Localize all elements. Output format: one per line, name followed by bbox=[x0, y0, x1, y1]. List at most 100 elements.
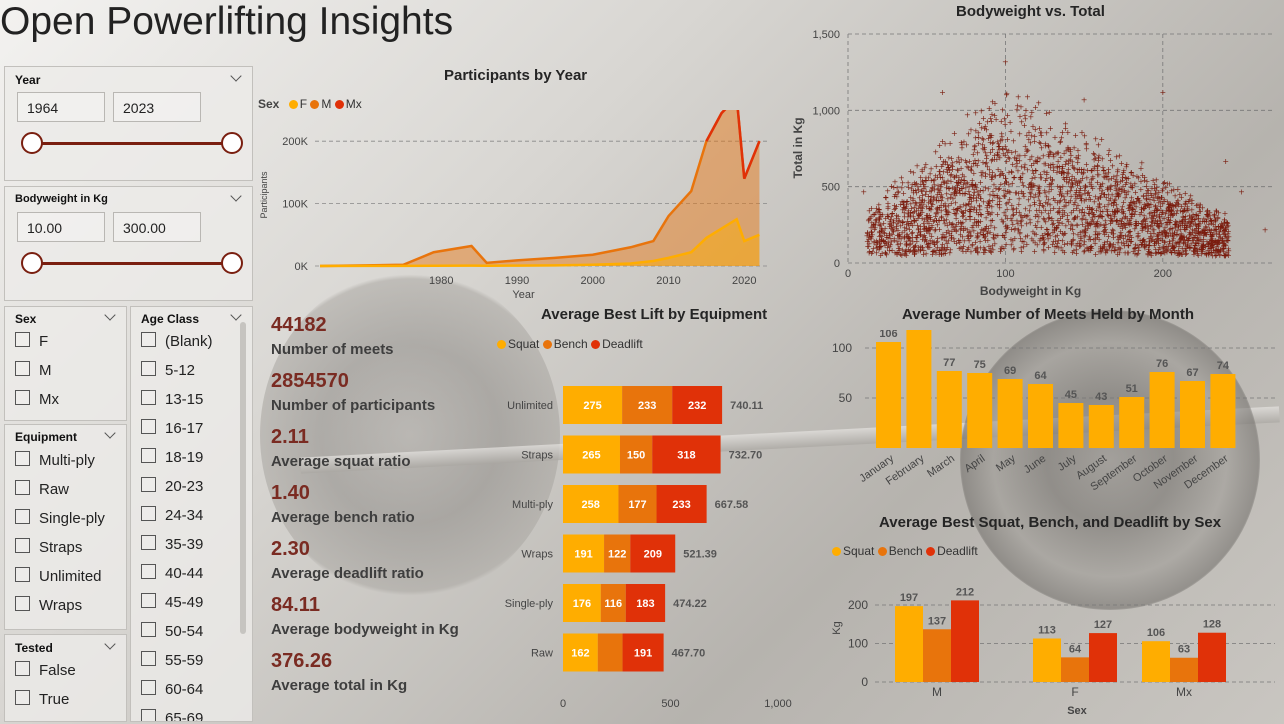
checkbox[interactable] bbox=[15, 390, 30, 405]
checkbox[interactable] bbox=[141, 622, 156, 637]
scatter-point: + bbox=[905, 220, 912, 229]
scatter-point: + bbox=[1150, 214, 1157, 223]
checkbox[interactable] bbox=[15, 361, 30, 376]
equipment-option[interactable]: Raw bbox=[15, 480, 69, 502]
chevron-down-icon[interactable] bbox=[104, 309, 116, 321]
scatter-point: + bbox=[1113, 153, 1120, 162]
scatter-point: + bbox=[994, 150, 1001, 159]
age-class-slicer[interactable]: Age Class (Blank) 5-12 13-15 16-17 18-19 20-2… bbox=[130, 306, 253, 722]
sex-option[interactable]: Mx bbox=[15, 390, 59, 412]
sex-slicer[interactable]: Sex F M Mx bbox=[4, 306, 127, 421]
age-class-option[interactable]: 50-54 bbox=[141, 622, 203, 644]
age-class-option[interactable]: 45-49 bbox=[141, 593, 203, 615]
age-class-option[interactable]: 65-69 bbox=[141, 709, 203, 721]
scatter-point: + bbox=[903, 224, 910, 233]
scatter-point: + bbox=[1041, 215, 1048, 224]
scatter-point: + bbox=[1001, 208, 1008, 217]
months-chart[interactable]: 50100106January127February77March75April… bbox=[820, 330, 1282, 510]
age-class-scrollbar[interactable] bbox=[240, 322, 246, 634]
checkbox[interactable] bbox=[141, 448, 156, 463]
bodyweight-slider-max-handle[interactable] bbox=[221, 252, 243, 274]
scatter-point: + bbox=[1059, 162, 1066, 171]
scatter-point: + bbox=[1172, 201, 1179, 210]
age-class-option[interactable]: 35-39 bbox=[141, 535, 203, 557]
bodyweight-slider-track[interactable] bbox=[32, 262, 232, 265]
sex-option[interactable]: M bbox=[15, 361, 52, 383]
scatter-point: + bbox=[1188, 240, 1195, 249]
year-slider-max-handle[interactable] bbox=[221, 132, 243, 154]
checkbox[interactable] bbox=[141, 535, 156, 550]
chevron-down-icon[interactable] bbox=[230, 309, 242, 321]
scatter-point: + bbox=[1057, 227, 1064, 236]
tested-option[interactable]: True bbox=[15, 690, 69, 712]
year-max-input[interactable]: 2023 bbox=[113, 92, 201, 122]
age-class-option[interactable]: (Blank) bbox=[141, 332, 213, 354]
scatter-point: + bbox=[926, 214, 933, 223]
scatter-point: + bbox=[1000, 145, 1007, 154]
checkbox[interactable] bbox=[141, 477, 156, 492]
age-class-option[interactable]: 55-59 bbox=[141, 651, 203, 673]
tested-option[interactable]: False bbox=[15, 661, 76, 683]
age-class-option[interactable]: 40-44 bbox=[141, 564, 203, 586]
year-slider-track[interactable] bbox=[32, 142, 232, 145]
age-class-option[interactable]: 60-64 bbox=[141, 680, 203, 702]
sex-option[interactable]: F bbox=[15, 332, 48, 354]
checkbox[interactable] bbox=[15, 567, 30, 582]
age-class-option[interactable]: 13-15 bbox=[141, 390, 203, 412]
equipment-option[interactable]: Multi-ply bbox=[15, 451, 95, 473]
scatter-point: + bbox=[1122, 180, 1129, 189]
scatter-point: + bbox=[1022, 161, 1029, 170]
age-class-option[interactable]: 24-34 bbox=[141, 506, 203, 528]
bodyweight-slider-min-handle[interactable] bbox=[21, 252, 43, 274]
scatter-point: + bbox=[1154, 205, 1161, 214]
checkbox[interactable] bbox=[141, 709, 156, 721]
checkbox[interactable] bbox=[15, 538, 30, 553]
checkbox[interactable] bbox=[141, 361, 156, 376]
year-slicer[interactable]: Year 1964 2023 bbox=[4, 66, 253, 181]
equipment-option[interactable]: Single-ply bbox=[15, 509, 105, 531]
checkbox[interactable] bbox=[141, 564, 156, 579]
age-class-option[interactable]: 18-19 bbox=[141, 448, 203, 470]
chevron-down-icon[interactable] bbox=[230, 190, 242, 202]
bodyweight-min-input[interactable]: 10.00 bbox=[17, 212, 105, 242]
checkbox[interactable] bbox=[141, 390, 156, 405]
checkbox[interactable] bbox=[141, 332, 156, 347]
equipment-option[interactable]: Straps bbox=[15, 538, 82, 560]
scatter-point: + bbox=[1197, 217, 1204, 226]
checkbox[interactable] bbox=[141, 506, 156, 521]
chevron-down-icon[interactable] bbox=[104, 427, 116, 439]
age-class-option[interactable]: 20-23 bbox=[141, 477, 203, 499]
equipment-option[interactable]: Wraps bbox=[15, 596, 82, 618]
checkbox[interactable] bbox=[141, 419, 156, 434]
checkbox[interactable] bbox=[15, 480, 30, 495]
scatter-point: + bbox=[1162, 231, 1169, 240]
checkbox[interactable] bbox=[15, 690, 30, 705]
checkbox[interactable] bbox=[15, 661, 30, 676]
checkbox[interactable] bbox=[15, 332, 30, 347]
age-class-option[interactable]: 5-12 bbox=[141, 361, 195, 383]
checkbox[interactable] bbox=[15, 451, 30, 466]
sexlift-chart[interactable]: 0100200KgSex197137212M11364127F10663128M… bbox=[820, 570, 1282, 720]
checkbox[interactable] bbox=[141, 593, 156, 608]
age-class-option[interactable]: 16-17 bbox=[141, 419, 203, 441]
checkbox[interactable] bbox=[15, 509, 30, 524]
scatter-point: + bbox=[868, 249, 875, 258]
scatter-point: + bbox=[1214, 242, 1221, 251]
checkbox[interactable] bbox=[141, 680, 156, 695]
year-min-input[interactable]: 1964 bbox=[17, 92, 105, 122]
equipment-option[interactable]: Unlimited bbox=[15, 567, 102, 589]
chevron-down-icon[interactable] bbox=[230, 70, 242, 82]
year-slider-min-handle[interactable] bbox=[21, 132, 43, 154]
bodyweight-max-input[interactable]: 300.00 bbox=[113, 212, 201, 242]
equipment-slicer[interactable]: Equipment Multi-ply Raw Single-ply Strap… bbox=[4, 424, 127, 630]
bodyweight-slicer[interactable]: Bodyweight in Kg 10.00 300.00 bbox=[4, 186, 253, 301]
scatter-point: + bbox=[1225, 246, 1232, 255]
checkbox[interactable] bbox=[141, 651, 156, 666]
checkbox[interactable] bbox=[15, 596, 30, 611]
tested-slicer[interactable]: Tested False True bbox=[4, 634, 127, 722]
legend-dot bbox=[832, 547, 841, 556]
chevron-down-icon[interactable] bbox=[104, 638, 116, 650]
